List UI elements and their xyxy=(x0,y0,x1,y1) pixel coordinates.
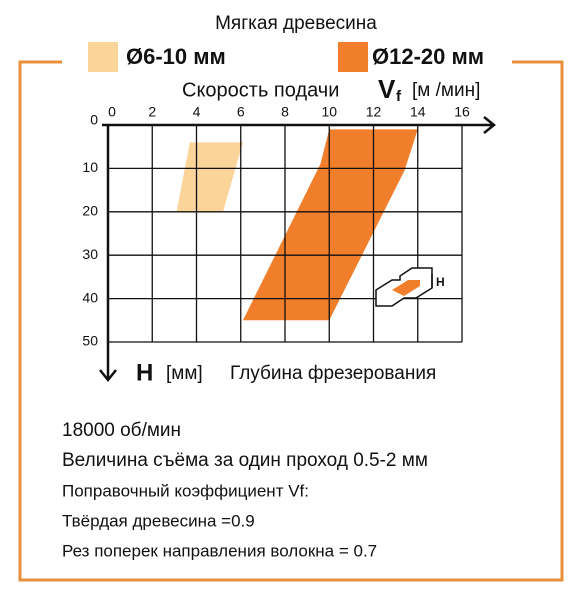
y-tick-label: 10 xyxy=(82,159,98,175)
frame xyxy=(18,60,564,582)
x-tick-label: 0 xyxy=(108,104,116,120)
y-axis-unit: [мм] xyxy=(166,363,203,384)
x-axis-label: Скорость подачи xyxy=(182,79,339,101)
y-tick-label: 30 xyxy=(82,246,98,262)
note: Величина съёма за один проход 0.5-2 мм xyxy=(62,450,428,471)
x-tick-label: 6 xyxy=(237,104,245,120)
y-tick-label: 50 xyxy=(82,333,98,349)
x-axis xyxy=(102,116,497,134)
y-tick-label: 20 xyxy=(82,203,98,219)
x-tick-label: 16 xyxy=(454,104,470,120)
plot-area: 0 2 4 6 8 10 12 14 16 0 10 20 30 40 50 xyxy=(82,104,497,383)
note: Твёрдая древесина =0.9 xyxy=(62,511,255,530)
legend-swatch xyxy=(338,42,368,72)
y-axis-label: Глубина фрезерования xyxy=(230,363,436,384)
y-tick-label: 40 xyxy=(82,289,98,305)
x-tick-label: 14 xyxy=(410,104,426,120)
legend-swatch xyxy=(88,42,118,72)
x-tick-label: 12 xyxy=(366,104,382,120)
note: Рез поперек направления волокна = 0.7 xyxy=(62,541,377,560)
icon-label: H xyxy=(436,275,445,289)
y-tick-label: 0 xyxy=(90,112,98,128)
legend-label: Ø6-10 мм xyxy=(126,44,226,69)
x-axis-subscript: f xyxy=(396,88,402,105)
y-axis xyxy=(99,125,117,383)
icon-groove xyxy=(392,280,420,296)
chart-title: Мягкая древесина xyxy=(215,13,377,34)
icon: H xyxy=(375,267,445,307)
x-axis-symbol: V xyxy=(378,74,396,104)
x-tick-label: 4 xyxy=(193,104,201,120)
x-tick-label: 10 xyxy=(321,104,337,120)
note: 18000 об/мин xyxy=(62,420,181,441)
legend-label: Ø12-20 мм xyxy=(372,44,484,69)
x-tick-label: 2 xyxy=(148,104,156,120)
note: Поправочный коэффициент Vf: xyxy=(62,481,309,500)
region xyxy=(176,142,243,212)
x-axis-unit: [м /мин] xyxy=(412,80,480,101)
x-tick-label: 8 xyxy=(281,104,289,120)
y-axis-symbol: H xyxy=(136,359,153,386)
